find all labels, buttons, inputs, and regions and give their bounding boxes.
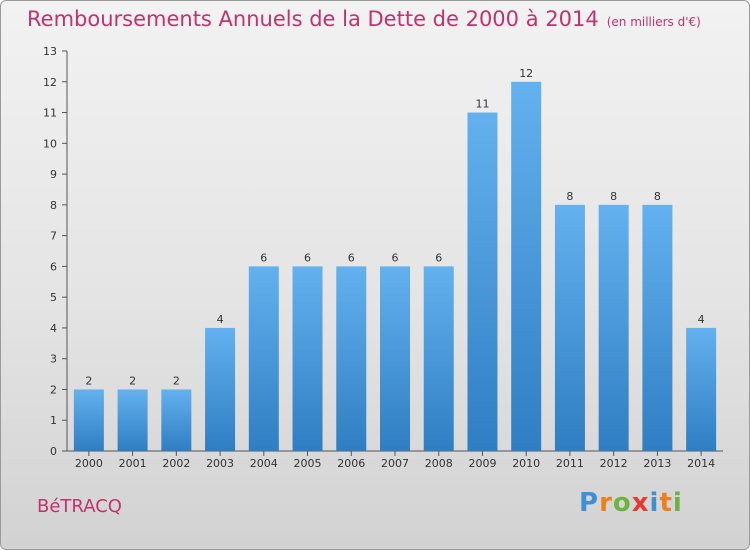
data-label-2011: 8 [566, 190, 573, 203]
bar-2003 [205, 327, 236, 451]
data-label-2005: 6 [304, 251, 311, 264]
y-tick-label: 8 [50, 199, 57, 212]
data-label-2002: 2 [173, 374, 180, 387]
x-tick-label-2001: 2001 [119, 457, 147, 470]
y-tick-label: 2 [50, 383, 57, 396]
bar-2013 [642, 204, 673, 451]
y-tick-label: 12 [43, 76, 57, 89]
data-label-2013: 8 [654, 190, 661, 203]
title-text: Remboursements Annuels de la Dette de 20… [27, 7, 599, 31]
y-tick-label: 5 [50, 291, 57, 304]
bar-2014 [686, 327, 717, 451]
x-tick-label-2004: 2004 [250, 457, 278, 470]
x-tick-label-2012: 2012 [600, 457, 628, 470]
bar-2001 [117, 389, 148, 451]
bar-2010 [511, 81, 542, 452]
x-tick-label-2005: 2005 [294, 457, 322, 470]
commune-name: BéTRACQ [37, 496, 122, 517]
y-tick-label: 1 [50, 414, 57, 427]
x-tick-label-2003: 2003 [206, 457, 234, 470]
chart-title: Remboursements Annuels de la Dette de 20… [27, 7, 701, 31]
x-tick-label-2002: 2002 [162, 457, 190, 470]
x-tick-label-2014: 2014 [687, 457, 715, 470]
y-tick-label: 7 [50, 230, 57, 243]
proxiti-logo: Proxiti [579, 488, 683, 518]
x-tick-label-2007: 2007 [381, 457, 409, 470]
y-tick-label: 3 [50, 353, 57, 366]
y-tick-label: 6 [50, 260, 57, 273]
bar-2008 [423, 266, 454, 451]
x-tick-label-2010: 2010 [512, 457, 540, 470]
data-label-2003: 4 [217, 313, 224, 326]
logo-letter: o [612, 488, 632, 518]
logo-letter: t [659, 488, 673, 518]
bar-2012 [598, 204, 629, 451]
logo-letter: i [649, 488, 660, 518]
x-tick-label-2008: 2008 [425, 457, 453, 470]
bar-2007 [380, 266, 410, 451]
data-label-2007: 6 [392, 251, 399, 264]
x-tick-label-2006: 2006 [337, 457, 365, 470]
y-tick-label: 4 [50, 322, 57, 335]
chart-subtitle: (en milliers d'€) [606, 15, 701, 29]
x-tick-label-2000: 2000 [75, 457, 103, 470]
data-label-2004: 6 [260, 251, 267, 264]
logo-letter: P [579, 488, 600, 518]
logo-letter: i [672, 488, 683, 518]
bar-2011 [554, 204, 585, 451]
logo-letter: r [599, 488, 613, 518]
data-label-2014: 4 [698, 313, 705, 326]
data-label-2010: 12 [519, 67, 533, 80]
data-label-2009: 11 [475, 98, 489, 111]
bar-2004 [248, 266, 279, 451]
data-label-2008: 6 [435, 251, 442, 264]
data-label-2001: 2 [129, 374, 136, 387]
bar-2005 [292, 266, 323, 451]
y-tick-label: 0 [50, 445, 57, 458]
data-label-2012: 8 [610, 190, 617, 203]
bar-2002 [161, 389, 192, 451]
y-tick-label: 10 [43, 137, 57, 150]
data-label-2006: 6 [348, 251, 355, 264]
data-label-2000: 2 [85, 374, 92, 387]
bar-2000 [73, 389, 104, 451]
y-tick-label: 11 [43, 107, 57, 120]
y-tick-label: 9 [50, 168, 57, 181]
y-tick-label: 13 [43, 45, 57, 58]
x-tick-label-2011: 2011 [556, 457, 584, 470]
x-tick-label-2009: 2009 [468, 457, 496, 470]
x-tick-label-2013: 2013 [643, 457, 671, 470]
bar-2006 [336, 266, 367, 451]
bar-2009 [467, 112, 498, 452]
logo-letter: x [631, 488, 650, 518]
